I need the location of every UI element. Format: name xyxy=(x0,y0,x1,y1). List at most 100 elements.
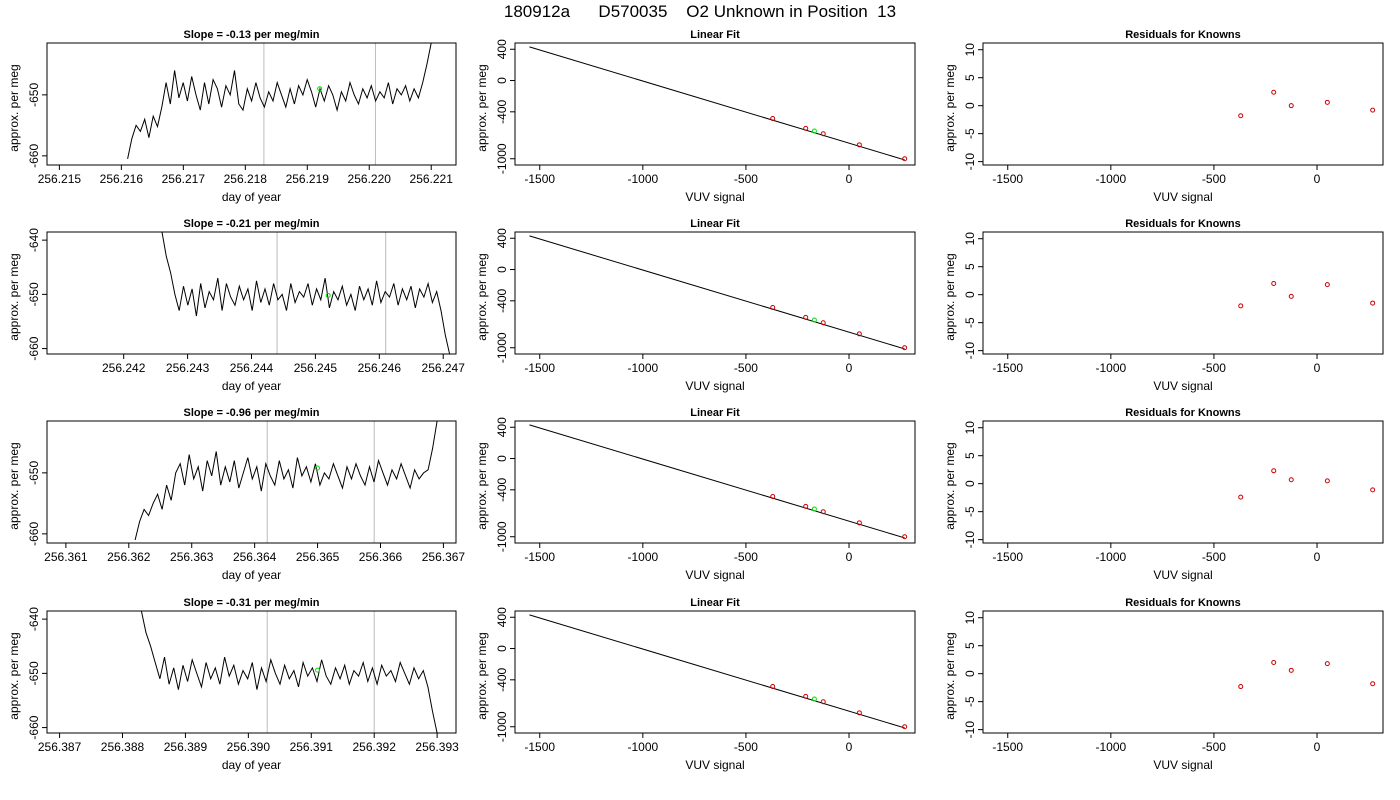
unknown-marker xyxy=(315,667,321,673)
known-point xyxy=(1238,494,1244,500)
known-point xyxy=(1288,103,1294,109)
x-axis-label: VUV signal xyxy=(685,190,744,204)
x-tick-label: -1500 xyxy=(992,361,1023,375)
plot-frame xyxy=(982,420,1384,544)
y-tick-label: -660 xyxy=(27,336,41,360)
x-tick-label: -1500 xyxy=(524,740,555,754)
y-tick-label: -650 xyxy=(27,282,41,306)
y-tick-label: -660 xyxy=(27,715,41,739)
known-point xyxy=(902,534,908,540)
x-tick-label: 256.391 xyxy=(290,740,334,754)
x-tick-label: 256.218 xyxy=(224,172,268,186)
y-tick-label: -5 xyxy=(963,317,977,328)
panel-title: Linear Fit xyxy=(690,597,740,609)
y-tick-label: -10 xyxy=(963,531,977,549)
x-tick-label: 0 xyxy=(846,740,853,754)
panel-title: Slope = -0.21 per meg/min xyxy=(183,218,319,230)
y-tick-label: 0 xyxy=(963,291,977,298)
y-tick-label: 5 xyxy=(963,452,977,459)
x-tick-label: -1500 xyxy=(992,172,1023,186)
trace-series xyxy=(127,43,432,160)
x-axis-label: VUV signal xyxy=(1153,190,1212,204)
x-tick-label: -1500 xyxy=(992,740,1023,754)
known-point xyxy=(1271,89,1277,95)
plot-frame xyxy=(982,231,1384,355)
y-axis-label: approx. per meg xyxy=(943,632,957,719)
panel-title: Slope = -0.31 per meg/min xyxy=(183,597,319,609)
known-point xyxy=(1324,661,1330,667)
known-point xyxy=(1238,303,1244,309)
fit-line xyxy=(529,235,905,350)
x-tick-label: -500 xyxy=(734,172,758,186)
x-tick-label: 256.387 xyxy=(38,740,82,754)
x-tick-label: -1000 xyxy=(627,550,658,564)
y-tick-label: 10 xyxy=(963,232,977,246)
x-tick-label: 256.243 xyxy=(166,361,210,375)
x-tick-label: -500 xyxy=(1202,550,1226,564)
known-point xyxy=(1288,477,1294,483)
x-tick-label: 0 xyxy=(1314,172,1321,186)
x-tick-label: -1500 xyxy=(992,550,1023,564)
x-tick-label: -1000 xyxy=(1095,740,1126,754)
y-axis-label: approx. per meg xyxy=(943,253,957,340)
y-tick-label: -400 xyxy=(495,667,509,691)
y-tick-label: -10 xyxy=(963,721,977,739)
x-tick-label: 256.365 xyxy=(296,550,340,564)
known-point xyxy=(1324,99,1330,105)
unknown-point xyxy=(811,696,817,702)
y-tick-label: -1000 xyxy=(495,143,509,174)
x-tick-label: 256.244 xyxy=(230,361,274,375)
x-axis-label: VUV signal xyxy=(685,758,744,772)
unknown-marker xyxy=(317,86,323,92)
y-tick-label: -660 xyxy=(27,144,41,168)
known-point xyxy=(1288,667,1294,673)
y-tick-label: 10 xyxy=(963,43,977,57)
x-tick-label: 256.366 xyxy=(359,550,403,564)
x-axis-label: day of year xyxy=(222,568,281,582)
known-point xyxy=(1238,113,1244,119)
x-tick-label: 256.246 xyxy=(358,361,402,375)
x-tick-label: 256.389 xyxy=(164,740,208,754)
unknown-marker xyxy=(325,292,331,298)
known-point xyxy=(770,116,776,122)
x-tick-label: 256.364 xyxy=(233,550,277,564)
plot-frame xyxy=(982,610,1384,734)
known-point xyxy=(803,693,809,699)
y-tick-label: 0 xyxy=(495,645,509,652)
x-axis-label: VUV signal xyxy=(685,379,744,393)
panel-title: Linear Fit xyxy=(690,29,740,41)
x-tick-label: -500 xyxy=(1202,740,1226,754)
y-tick-label: -10 xyxy=(963,342,977,360)
y-tick-label: 400 xyxy=(495,607,509,627)
plot-frame xyxy=(982,42,1384,166)
y-tick-label: -5 xyxy=(963,506,977,517)
x-tick-label: 256.221 xyxy=(410,172,454,186)
trace-series xyxy=(140,611,438,733)
y-tick-label: 0 xyxy=(963,480,977,487)
x-tick-label: -1000 xyxy=(1095,361,1126,375)
known-point xyxy=(1271,280,1277,286)
x-tick-label: 256.242 xyxy=(102,361,146,375)
x-tick-label: 0 xyxy=(846,550,853,564)
y-tick-label: -650 xyxy=(27,461,41,485)
y-tick-label: -660 xyxy=(27,522,41,546)
known-point xyxy=(856,142,862,148)
plot-frame xyxy=(46,420,457,544)
known-point xyxy=(820,320,826,326)
x-tick-label: 256.215 xyxy=(38,172,82,186)
y-tick-label: 5 xyxy=(963,642,977,649)
plot-frame xyxy=(514,42,916,166)
y-tick-label: -1000 xyxy=(495,521,509,552)
y-tick-label: 400 xyxy=(495,417,509,437)
known-point xyxy=(1271,659,1277,665)
y-axis-label: approx. per meg xyxy=(943,64,957,151)
panel-title: Slope = -0.13 per meg/min xyxy=(183,29,319,41)
x-axis-label: VUV signal xyxy=(1153,379,1212,393)
y-tick-label: -10 xyxy=(963,153,977,171)
known-point xyxy=(1370,681,1376,687)
x-tick-label: -1500 xyxy=(524,550,555,564)
known-point xyxy=(1238,684,1244,690)
known-point xyxy=(1324,282,1330,288)
x-tick-label: 0 xyxy=(1314,740,1321,754)
panel-title: Residuals for Knowns xyxy=(1125,597,1241,609)
